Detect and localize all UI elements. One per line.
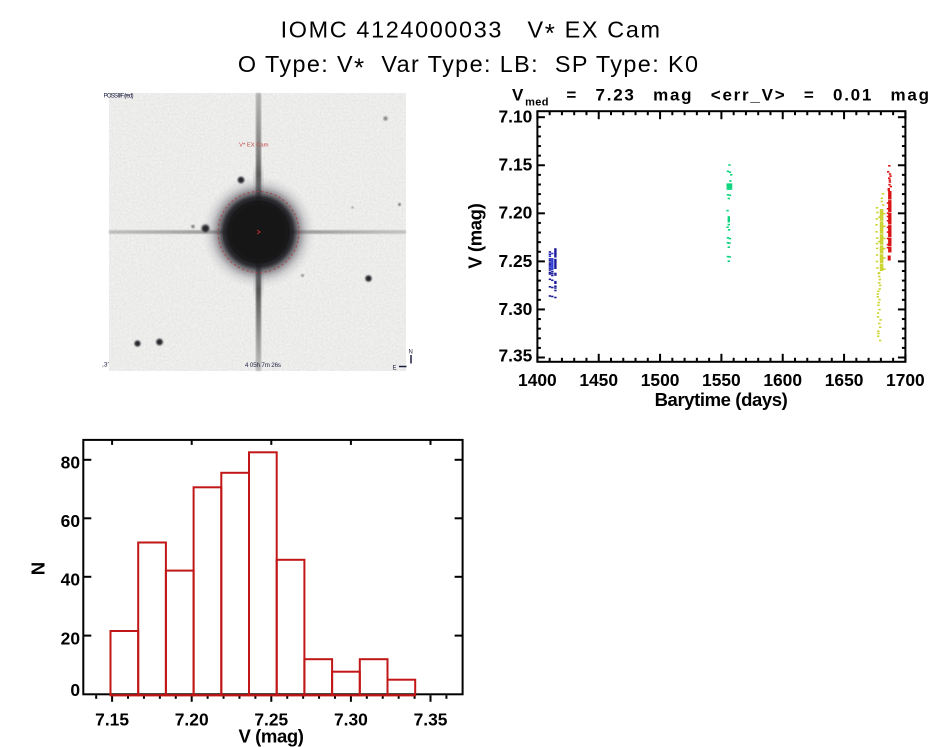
svg-text:V* EX Cam: V* EX Cam	[239, 143, 268, 149]
svg-text:1450: 1450	[579, 370, 618, 390]
svg-text:60: 60	[61, 511, 80, 531]
svg-text:1500: 1500	[641, 370, 680, 390]
svg-text:,3': ,3'	[102, 362, 109, 369]
svg-text:7.10: 7.10	[498, 107, 532, 127]
svg-text:Vmed = 7.23 mag <err_V> = 0.01: Vmed = 7.23 mag <err_V> = 0.01 mag	[512, 85, 931, 108]
svg-text:Barytime (days): Barytime (days)	[655, 389, 788, 410]
svg-text:V (mag): V (mag)	[465, 203, 486, 268]
svg-text:7.15: 7.15	[498, 155, 532, 175]
svg-text:E: E	[393, 366, 397, 372]
svg-text:POSS II/F (red): POSS II/F (red)	[104, 93, 134, 100]
svg-text:0: 0	[70, 680, 80, 700]
svg-text:V (mag): V (mag)	[238, 726, 303, 747]
svg-text:7.35: 7.35	[498, 345, 532, 365]
svg-text:40: 40	[61, 570, 80, 590]
svg-text:4 05h 7m 26s: 4 05h 7m 26s	[245, 362, 281, 369]
svg-text:7.20: 7.20	[498, 203, 532, 223]
svg-text:7.30: 7.30	[334, 709, 368, 729]
svg-text:1550: 1550	[702, 370, 741, 390]
svg-text:1400: 1400	[518, 370, 557, 390]
svg-text:80: 80	[61, 453, 80, 473]
svg-text:1700: 1700	[886, 370, 925, 390]
svg-text:1600: 1600	[763, 370, 802, 390]
svg-text:N: N	[28, 562, 49, 575]
svg-text:7.25: 7.25	[254, 709, 288, 729]
svg-text:7.20: 7.20	[175, 709, 209, 729]
svg-text:N: N	[409, 350, 413, 356]
svg-text:1650: 1650	[825, 370, 864, 390]
svg-text:7.25: 7.25	[498, 251, 532, 271]
svg-text:7.30: 7.30	[498, 299, 532, 319]
svg-text:7.35: 7.35	[414, 709, 448, 729]
svg-text:7.15: 7.15	[95, 709, 129, 729]
svg-text:20: 20	[61, 628, 80, 648]
